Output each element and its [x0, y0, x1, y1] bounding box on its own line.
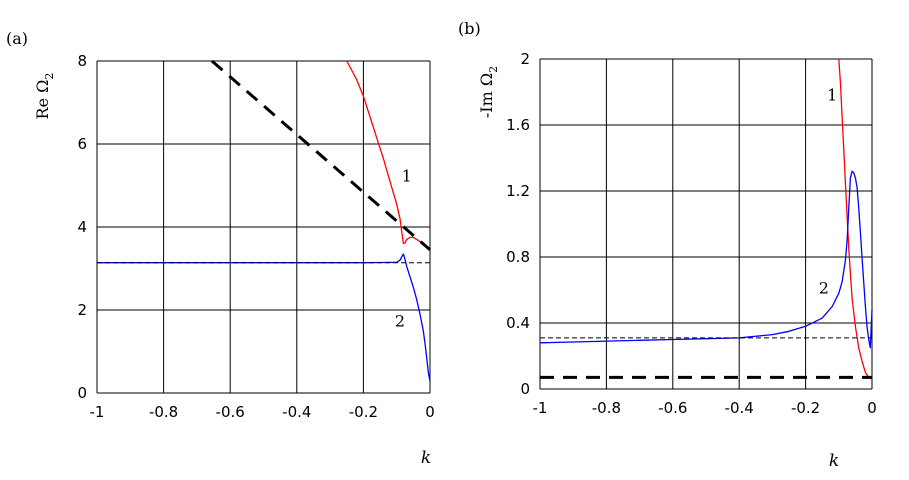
panel-b-xtick-0: -1	[533, 399, 548, 417]
panel-b-ylabel-main: -Im Ω	[477, 73, 496, 118]
panel-b-ticks: -1 -0.8 -0.6 -0.4 -0.2 0 0 0.4 0.8 1.2 1.6 2	[506, 50, 877, 417]
panel-a-xtick-1: -0.8	[149, 403, 178, 421]
panel-a-ytick-1: 2	[77, 301, 87, 319]
panel-b-ylabel: -Im Ω2	[477, 66, 500, 118]
panel-b-xtick-2: -0.6	[658, 399, 687, 417]
panel-b-ylabel-sub: 2	[487, 66, 500, 73]
panel-b-chart: (b) -Im Ω2 k -1 -0.8 -0.6 -0.4 -0.2 000.40.81…	[458, 19, 877, 471]
panel-a-xtick-3: -0.4	[282, 403, 311, 421]
panel-a-annotations: 12	[395, 166, 412, 330]
panel-a-ytick-3: 6	[77, 135, 87, 153]
panel-b-xtick-1: -0.8	[592, 399, 621, 417]
panel-a-series-0	[346, 60, 431, 251]
panel-a-curve-label-1: 2	[395, 312, 405, 331]
panel-a-series-1	[97, 253, 431, 382]
panel-b-series-0	[838, 58, 873, 380]
panel-a-xtick-2: -0.6	[216, 403, 245, 421]
panel-a-ytick-2: 4	[77, 218, 87, 236]
panel-a-ytick-0: 0	[77, 384, 87, 402]
panel-b-xtick-3: -0.4	[725, 399, 754, 417]
panel-a-xtick-4: -0.2	[349, 403, 378, 421]
panel-a-xlabel: k	[421, 448, 431, 468]
panel-b-ytick-1: 0.4	[506, 314, 530, 332]
panel-b-ytick-5: 2	[520, 50, 530, 68]
panel-b-ytick-0: 0	[520, 380, 530, 398]
panel-b-ytick-2: 0.8	[506, 248, 530, 266]
panel-a-curves	[97, 59, 431, 382]
panel-b-grid	[539, 58, 873, 390]
panel-a-ylabel-main: Re Ω	[33, 80, 52, 120]
panel-b-xtick-5: 0	[867, 399, 877, 417]
panel-b-curves	[539, 58, 873, 380]
panel-b-annotations: 12	[819, 85, 837, 297]
panel-a-ytick-4: 8	[77, 52, 87, 70]
panel-a-ylabel: Re Ω2	[33, 73, 56, 120]
panel-a-series-2	[210, 59, 431, 251]
panel-a-xtick-5: 0	[425, 403, 435, 421]
panel-b-curve-label-1: 2	[819, 278, 829, 297]
panel-a-xtick-0: -1	[90, 403, 105, 421]
panel-a-grid	[96, 60, 431, 394]
panel-b-ytick-3: 1.2	[506, 182, 530, 200]
panel-a-ticks: -1 -0.8 -0.6 -0.4 -0.2 0 0 2 4 6 8	[77, 52, 434, 421]
panel-a-ylabel-sub: 2	[43, 73, 56, 80]
panel-b-label: (b)	[458, 19, 481, 38]
panel-a-label: (a)	[6, 29, 28, 48]
panel-b-xtick-4: -0.2	[791, 399, 820, 417]
panel-b-curve-label-0: 1	[827, 85, 837, 104]
panel-b-ytick-4: 1.6	[506, 116, 530, 134]
panel-a-curve-label-0: 1	[402, 166, 412, 185]
panel-b-series-1	[539, 170, 873, 349]
panel-b-xlabel: k	[829, 451, 839, 471]
